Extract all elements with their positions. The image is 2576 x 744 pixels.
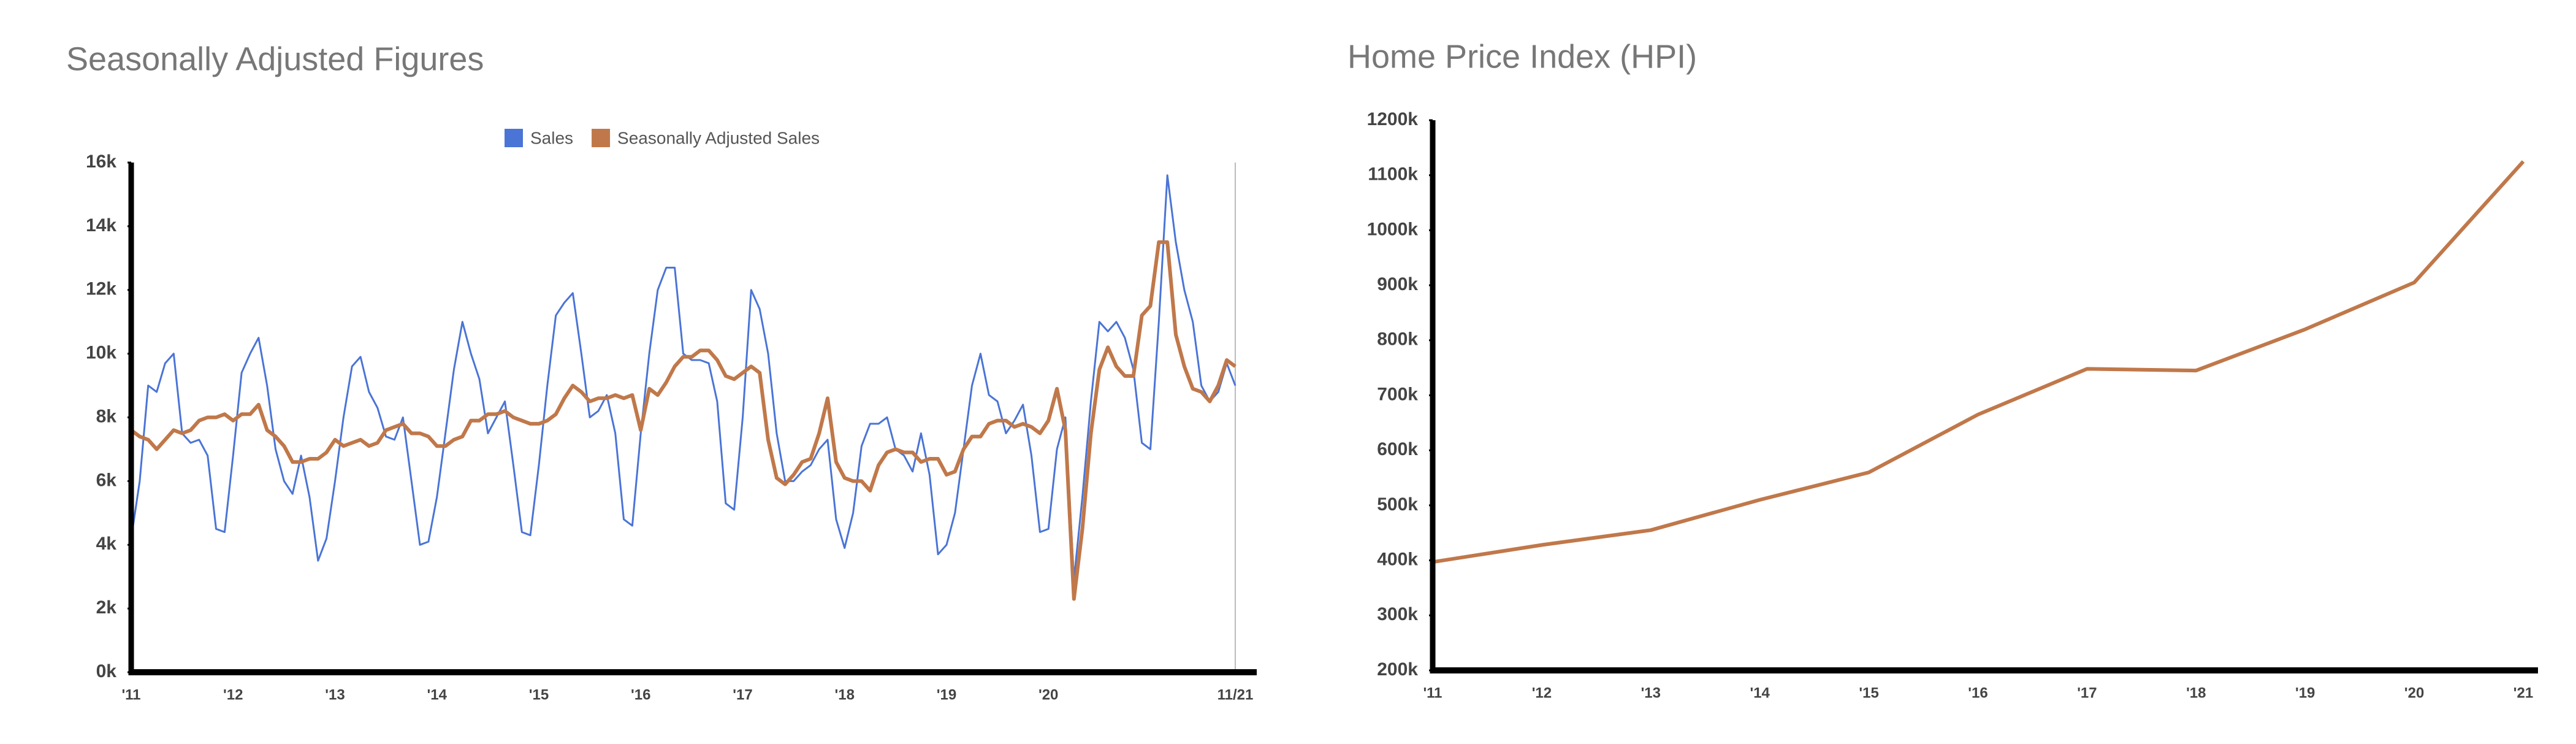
y-tick-label: 400k [1377, 550, 1418, 570]
y-tick-label: 900k [1377, 274, 1418, 294]
y-tick-label: 500k [1377, 494, 1418, 515]
y-tick-label: 8k [96, 406, 117, 426]
legend-swatch [505, 129, 523, 147]
y-tick-label: 300k [1377, 604, 1418, 624]
x-tick-label: '13 [1641, 685, 1661, 701]
y-tick-label: 2k [96, 597, 117, 618]
x-tick-label: '15 [1859, 685, 1878, 701]
x-tick-label: '19 [2295, 685, 2315, 701]
y-tick-label: 6k [96, 470, 117, 490]
legend-swatch [592, 129, 611, 147]
line-series [130, 174, 1237, 581]
x-tick-label: '14 [427, 686, 448, 703]
y-tick-label: 700k [1377, 384, 1418, 404]
y-tick-label: 800k [1377, 329, 1418, 350]
y-tick-label: 16k [86, 151, 116, 172]
y-tick-label: 600k [1377, 439, 1418, 459]
y-tick-label: 12k [86, 279, 116, 299]
x-tick-label: '18 [835, 686, 855, 703]
chart-title: Seasonally Adjusted Figures [66, 40, 484, 77]
x-tick-label: '14 [1750, 685, 1770, 701]
y-tick-label: 200k [1377, 659, 1418, 680]
legend-label: Sales [530, 128, 573, 147]
x-tick-label: '20 [1038, 686, 1058, 703]
x-tick-label: '17 [733, 686, 752, 703]
x-tick-label: '16 [1968, 685, 1987, 701]
x-tick-label: '11 [121, 686, 140, 703]
x-tick-label: '12 [223, 686, 243, 703]
x-tick-label: '12 [1532, 685, 1552, 701]
y-tick-label: 1100k [1368, 164, 1418, 185]
x-tick-label: '11 [1423, 685, 1442, 701]
x-tick-label: '15 [529, 686, 549, 703]
x-tick-label: '21 [2513, 685, 2533, 701]
x-tick-label: 11/21 [1218, 686, 1254, 703]
x-tick-label: '20 [2404, 685, 2424, 701]
y-tick-label: 0k [96, 661, 117, 681]
legend-label: Seasonally Adjusted Sales [617, 128, 820, 147]
x-tick-label: '13 [325, 686, 345, 703]
chart-title: Home Price Index (HPI) [1347, 38, 1697, 75]
y-tick-label: 10k [86, 343, 116, 363]
x-tick-label: '19 [937, 686, 956, 703]
y-tick-label: 14k [86, 215, 116, 236]
x-tick-label: '17 [2077, 685, 2097, 701]
line-series [130, 240, 1237, 601]
x-tick-label: '16 [631, 686, 650, 703]
y-tick-label: 1200k [1367, 109, 1419, 129]
y-tick-label: 4k [96, 534, 117, 554]
line-series [1432, 160, 2525, 564]
y-tick-label: 1000k [1367, 219, 1419, 239]
x-tick-label: '18 [2186, 685, 2206, 701]
